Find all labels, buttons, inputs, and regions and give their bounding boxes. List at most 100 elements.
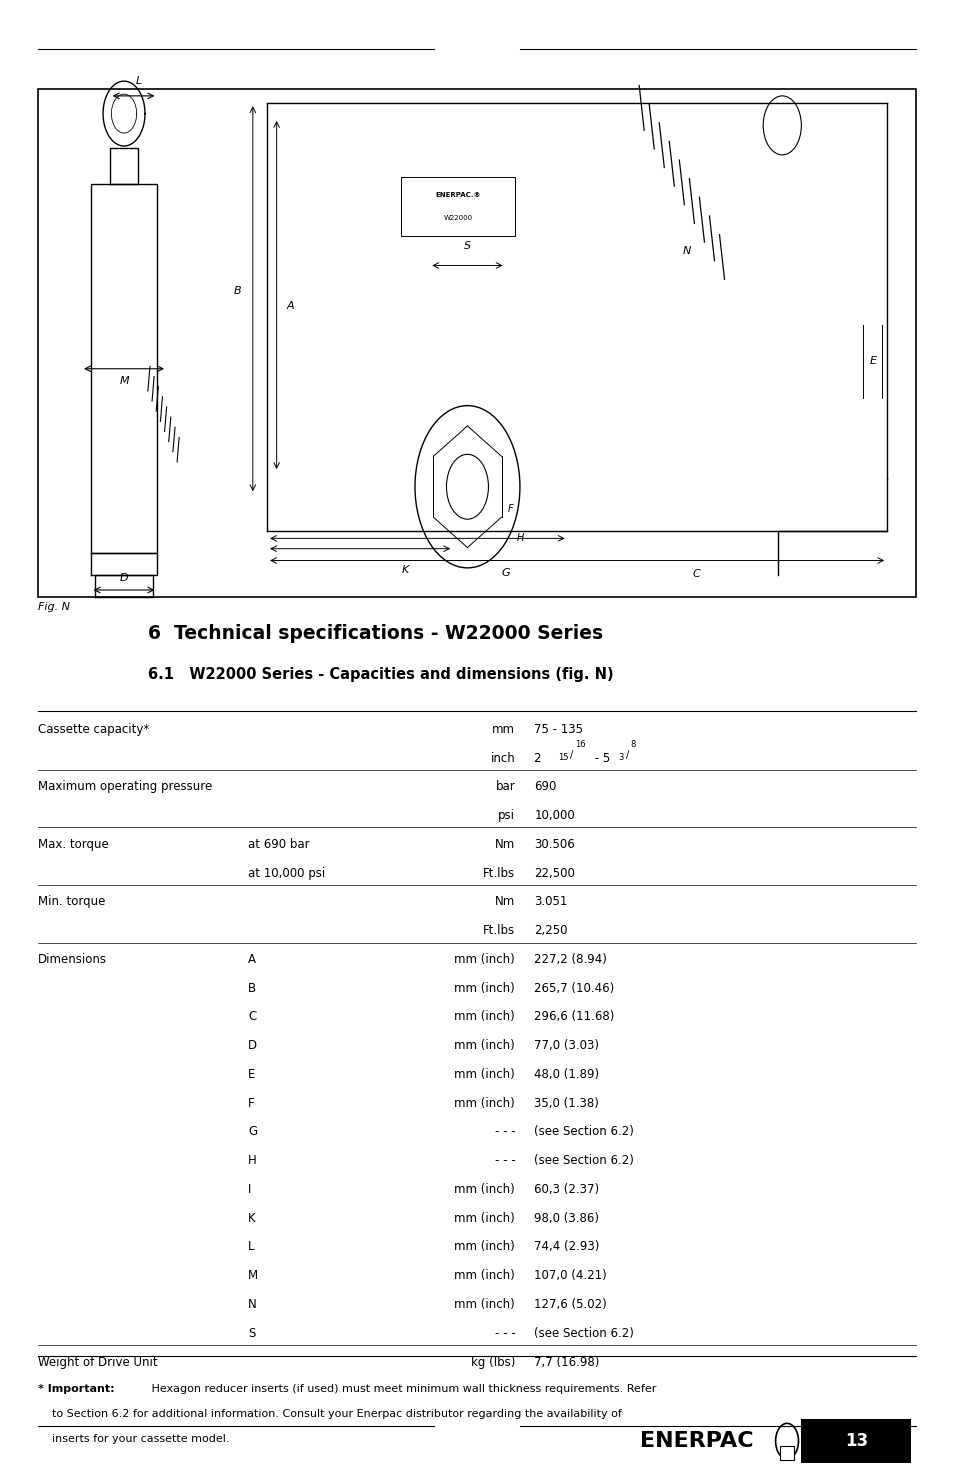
Text: Maximum operating pressure: Maximum operating pressure [38, 780, 213, 794]
Text: W22000: W22000 [443, 215, 472, 221]
FancyBboxPatch shape [780, 1446, 793, 1460]
Text: D: D [119, 572, 129, 583]
Text: Dimensions: Dimensions [38, 953, 107, 966]
Text: Nm: Nm [495, 895, 515, 909]
Text: 98,0 (3.86): 98,0 (3.86) [534, 1212, 598, 1224]
Text: * Important:: * Important: [38, 1385, 114, 1394]
Text: 227,2 (8.94): 227,2 (8.94) [534, 953, 606, 966]
Text: F: F [507, 504, 513, 513]
Text: I: I [248, 1183, 252, 1196]
Text: E: E [248, 1068, 255, 1081]
Text: N: N [248, 1298, 256, 1311]
Text: mm (inch): mm (inch) [454, 1183, 515, 1196]
Text: G: G [248, 1125, 257, 1139]
Text: 75 - 135: 75 - 135 [534, 723, 582, 736]
Text: psi: psi [497, 808, 515, 822]
Text: (see Section 6.2): (see Section 6.2) [534, 1155, 634, 1167]
Text: 2,250: 2,250 [534, 923, 567, 937]
Text: K: K [248, 1212, 255, 1224]
Text: mm: mm [492, 723, 515, 736]
Text: D: D [248, 1040, 257, 1052]
Text: 6  Technical specifications - W22000 Series: 6 Technical specifications - W22000 Seri… [148, 624, 602, 643]
Text: 265,7 (10.46): 265,7 (10.46) [534, 982, 614, 994]
Text: 107,0 (4.21): 107,0 (4.21) [534, 1270, 606, 1282]
Text: mm (inch): mm (inch) [454, 1040, 515, 1052]
Text: mm (inch): mm (inch) [454, 1068, 515, 1081]
FancyBboxPatch shape [38, 88, 915, 597]
Text: K: K [401, 565, 409, 575]
Text: M: M [248, 1270, 258, 1282]
Text: Weight of Drive Unit: Weight of Drive Unit [38, 1356, 157, 1369]
Text: Fig. N: Fig. N [38, 602, 71, 612]
Text: 8: 8 [630, 739, 636, 748]
Text: at 690 bar: at 690 bar [248, 838, 310, 851]
Text: - - -: - - - [494, 1155, 515, 1167]
Text: mm (inch): mm (inch) [454, 1010, 515, 1024]
FancyBboxPatch shape [801, 1419, 910, 1463]
Text: Hexagon reducer inserts (if used) must meet minimum wall thickness requirements.: Hexagon reducer inserts (if used) must m… [148, 1385, 656, 1394]
Text: S: S [248, 1328, 255, 1339]
Text: C: C [248, 1010, 256, 1024]
Text: Max. torque: Max. torque [38, 838, 109, 851]
Text: B: B [233, 286, 241, 296]
Text: B: B [248, 982, 256, 994]
Text: F: F [248, 1097, 254, 1109]
Text: M: M [119, 376, 129, 386]
Text: inch: inch [490, 752, 515, 764]
Text: Ft.lbs: Ft.lbs [482, 923, 515, 937]
Text: L: L [135, 75, 141, 86]
Text: mm (inch): mm (inch) [454, 953, 515, 966]
Text: mm (inch): mm (inch) [454, 1097, 515, 1109]
Text: 296,6 (11.68): 296,6 (11.68) [534, 1010, 614, 1024]
Text: mm (inch): mm (inch) [454, 1240, 515, 1254]
Text: bar: bar [495, 780, 515, 794]
Text: 30.506: 30.506 [534, 838, 575, 851]
Text: 127,6 (5.02): 127,6 (5.02) [534, 1298, 606, 1311]
Text: A: A [248, 953, 255, 966]
Text: ENERPAC.®: ENERPAC.® [435, 192, 480, 198]
Text: 13: 13 [844, 1432, 867, 1450]
Text: 60,3 (2.37): 60,3 (2.37) [534, 1183, 598, 1196]
Text: 3.051: 3.051 [534, 895, 567, 909]
Text: N: N [682, 246, 690, 255]
Text: A: A [286, 301, 294, 311]
Text: Ft.lbs: Ft.lbs [482, 867, 515, 879]
Text: 3: 3 [618, 752, 623, 763]
Text: mm (inch): mm (inch) [454, 982, 515, 994]
Text: S: S [463, 240, 471, 251]
Text: /: / [570, 749, 573, 760]
Text: L: L [248, 1240, 254, 1254]
Text: (see Section 6.2): (see Section 6.2) [534, 1125, 634, 1139]
Text: 10,000: 10,000 [534, 808, 575, 822]
Text: mm (inch): mm (inch) [454, 1270, 515, 1282]
Text: (see Section 6.2): (see Section 6.2) [534, 1328, 634, 1339]
Text: 7,7 (16.98): 7,7 (16.98) [534, 1356, 599, 1369]
Text: 16: 16 [575, 739, 585, 748]
Text: 77,0 (3.03): 77,0 (3.03) [534, 1040, 598, 1052]
Text: inserts for your cassette model.: inserts for your cassette model. [52, 1435, 230, 1444]
FancyBboxPatch shape [400, 177, 515, 236]
Text: 690: 690 [534, 780, 556, 794]
Text: - - -: - - - [494, 1328, 515, 1339]
Text: 48,0 (1.89): 48,0 (1.89) [534, 1068, 598, 1081]
Text: 74,4 (2.93): 74,4 (2.93) [534, 1240, 599, 1254]
Text: 6.1   W22000 Series - Capacities and dimensions (fig. N): 6.1 W22000 Series - Capacities and dimen… [148, 667, 613, 681]
Text: H: H [248, 1155, 256, 1167]
Text: mm (inch): mm (inch) [454, 1298, 515, 1311]
Text: - 5: - 5 [591, 752, 614, 764]
Text: C: C [692, 569, 700, 580]
Text: mm (inch): mm (inch) [454, 1212, 515, 1224]
Text: Cassette capacity*: Cassette capacity* [38, 723, 150, 736]
Text: ENERPAC: ENERPAC [639, 1431, 753, 1451]
Text: Nm: Nm [495, 838, 515, 851]
Text: - - -: - - - [494, 1125, 515, 1139]
Text: 2: 2 [534, 752, 545, 764]
Text: E: E [868, 357, 876, 366]
Text: G: G [500, 568, 510, 578]
Text: Min. torque: Min. torque [38, 895, 106, 909]
Text: 22,500: 22,500 [534, 867, 575, 879]
Text: 35,0 (1.38): 35,0 (1.38) [534, 1097, 598, 1109]
Text: kg (lbs): kg (lbs) [470, 1356, 515, 1369]
Text: at 10,000 psi: at 10,000 psi [248, 867, 325, 879]
Text: /: / [625, 749, 628, 760]
